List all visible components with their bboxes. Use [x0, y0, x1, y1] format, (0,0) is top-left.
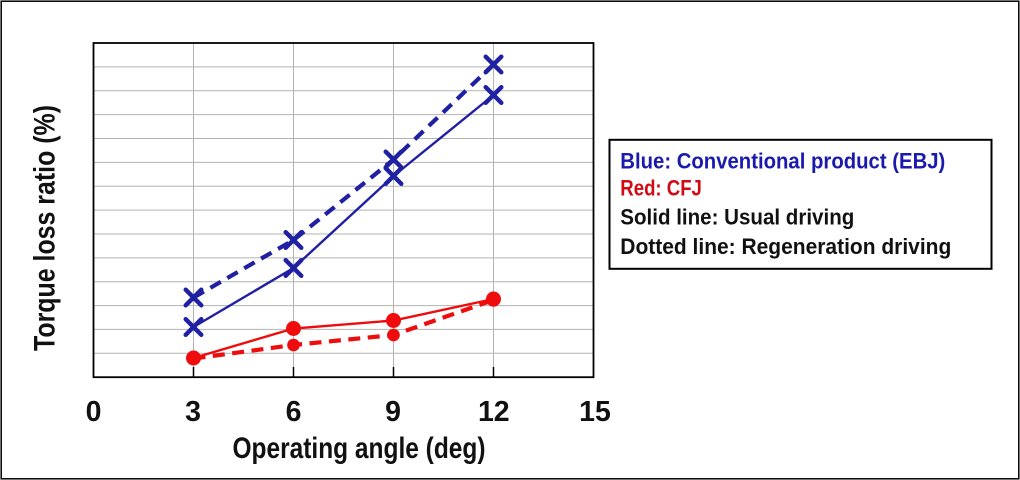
- svg-text:9: 9: [385, 396, 401, 428]
- svg-text:Operating angle (deg): Operating angle (deg): [233, 432, 486, 465]
- svg-text:15: 15: [579, 396, 611, 428]
- svg-text:12: 12: [478, 396, 510, 428]
- svg-text:Solid line: Usual driving: Solid line: Usual driving: [620, 204, 854, 229]
- svg-text:Blue: Conventional product (EB: Blue: Conventional product (EBJ): [620, 149, 945, 174]
- svg-text:0: 0: [86, 396, 102, 428]
- svg-text:Dotted line: Regeneration driv: Dotted line: Regeneration driving: [620, 234, 951, 259]
- svg-text:Red: CFJ: Red: CFJ: [620, 175, 702, 200]
- svg-text:6: 6: [286, 396, 302, 428]
- svg-text:3: 3: [185, 396, 201, 428]
- svg-text:Torque loss ratio (%): Torque loss ratio (%): [29, 105, 62, 351]
